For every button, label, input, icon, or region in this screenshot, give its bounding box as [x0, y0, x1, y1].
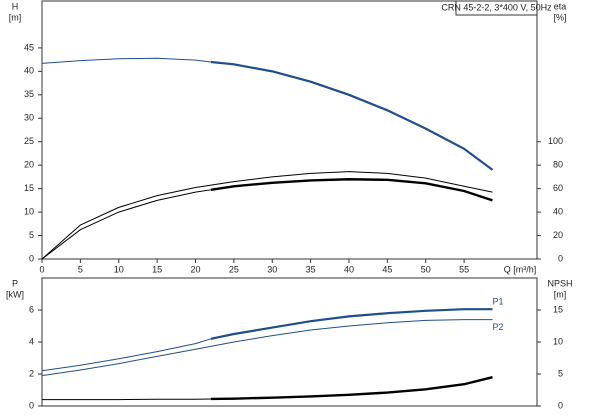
- y2-tick-label: 60: [553, 183, 563, 193]
- y-axis-unit: [m]: [9, 12, 22, 22]
- y-tick-label: 2: [29, 368, 34, 378]
- x-tick-label: 10: [114, 264, 124, 274]
- y-axis-label: H: [12, 1, 19, 11]
- series-label: P2: [492, 322, 503, 332]
- y-tick-label: 4: [29, 336, 34, 346]
- curve: [210, 178, 493, 202]
- y-tick-label: 0: [29, 253, 34, 263]
- chart-title: CRN 45-2-2, 3*400 V, 50Hz: [441, 2, 552, 12]
- y-tick-label: 30: [24, 113, 34, 123]
- y-axis-unit: [kW]: [6, 289, 24, 299]
- x-tick-label: 40: [344, 264, 354, 274]
- y2-tick-label: 15: [553, 304, 563, 314]
- y2-tick-label: 5: [558, 368, 563, 378]
- y-tick-label: 40: [24, 66, 34, 76]
- x-tick-label: 30: [267, 264, 277, 274]
- x-tick-label: 20: [190, 264, 200, 274]
- curve: [210, 308, 493, 340]
- curve: [41, 57, 211, 64]
- x-tick-label: 35: [306, 264, 316, 274]
- y-tick-label: 6: [29, 304, 34, 314]
- y-tick-label: 5: [29, 230, 34, 240]
- x-tick-label: 0: [39, 264, 44, 274]
- y-tick-label: 0: [29, 400, 34, 410]
- y-axis-label: P: [12, 278, 18, 288]
- curve: [210, 60, 494, 171]
- x-tick-label: 5: [78, 264, 83, 274]
- y2-tick-label: 20: [553, 230, 563, 240]
- y-tick-label: 35: [24, 89, 34, 99]
- curve: [41, 189, 211, 260]
- x-tick-label: 15: [152, 264, 162, 274]
- y2-tick-label: 40: [553, 206, 563, 216]
- curve: [41, 171, 493, 260]
- x-tick-label: 25: [229, 264, 239, 274]
- y2-tick-label: 0: [558, 253, 563, 263]
- y2-tick-label: 10: [553, 336, 563, 346]
- x-axis-label: Q [m³/h]: [504, 264, 537, 274]
- y2-tick-label: 80: [553, 160, 563, 170]
- y-tick-label: 15: [24, 183, 34, 193]
- curve: [41, 319, 493, 377]
- curve: [42, 398, 211, 401]
- y2-axis-unit: [%]: [553, 12, 566, 22]
- y2-axis-label: NPSH: [547, 278, 572, 288]
- plot-frame: [41, 0, 538, 260]
- y2-axis-unit: [m]: [554, 289, 567, 299]
- series-label: P1: [492, 297, 503, 307]
- y2-tick-label: 100: [548, 136, 563, 146]
- x-tick-label: 45: [382, 264, 392, 274]
- y-tick-label: 45: [24, 42, 34, 52]
- y2-tick-label: 0: [558, 400, 563, 410]
- curve: [210, 376, 493, 401]
- y2-axis-label: eta: [554, 1, 567, 11]
- curve: [41, 338, 211, 372]
- y-tick-label: 25: [24, 136, 34, 146]
- plot-frame: [41, 277, 538, 407]
- y-tick-label: 10: [24, 206, 34, 216]
- x-tick-label: 55: [459, 264, 469, 274]
- y-tick-label: 20: [24, 160, 34, 170]
- x-tick-label: 50: [421, 264, 431, 274]
- title-box: [455, 0, 538, 16]
